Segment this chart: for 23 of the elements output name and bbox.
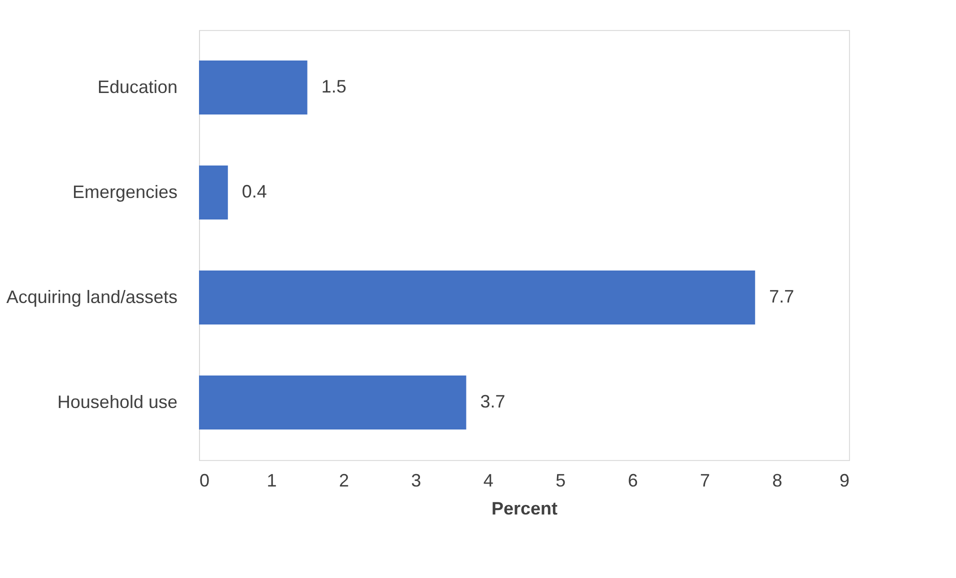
x-tick-label: 3: [411, 470, 422, 490]
x-tick-label: 9: [839, 470, 850, 490]
y-tick-label: Household use: [57, 392, 178, 412]
x-tick-label: 5: [556, 470, 566, 490]
bar: [199, 60, 308, 114]
y-tick-label: Acquiring land/assets: [6, 287, 178, 307]
x-tick-label: 0: [200, 470, 210, 490]
x-axis-title: Percent: [491, 498, 558, 518]
x-tick-label: 4: [483, 470, 494, 490]
bar: [199, 166, 228, 220]
x-tick-label: 2: [338, 470, 349, 490]
x-tick-label: 8: [772, 470, 782, 490]
data-label: 0.4: [242, 182, 267, 202]
data-label: 1.5: [321, 76, 346, 96]
y-tick-label: Education: [97, 77, 178, 97]
y-tick-label: Emergencies: [72, 182, 178, 202]
x-tick-label: 6: [628, 470, 638, 490]
bar: [199, 270, 756, 324]
data-label: 3.7: [480, 392, 506, 412]
x-tick-label: 1: [266, 470, 277, 490]
bar: [199, 376, 466, 430]
x-tick-label: 7: [700, 470, 710, 490]
data-label: 7.7: [769, 286, 794, 306]
